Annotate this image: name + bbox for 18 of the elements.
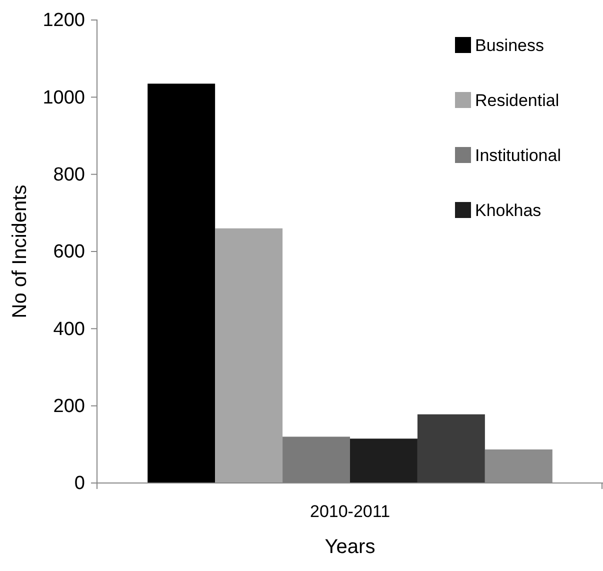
y-tick-label: 400 xyxy=(53,318,85,340)
y-tick-label: 1200 xyxy=(42,10,85,32)
legend-label: Khokhas xyxy=(475,201,542,220)
bar xyxy=(215,228,283,483)
y-tick-label: 1000 xyxy=(42,87,85,108)
y-axis-title: No of Incidents xyxy=(9,184,31,318)
legend-label: Residential xyxy=(475,91,560,110)
x-tick-label: 2010-2011 xyxy=(310,502,390,522)
legend-label: Institutional xyxy=(475,146,561,165)
y-tick-label: 600 xyxy=(53,242,85,263)
bar xyxy=(417,414,485,483)
y-tick-label: 200 xyxy=(53,396,85,417)
x-axis-title: Years xyxy=(324,536,376,558)
bar xyxy=(148,84,216,483)
y-tick-label: 0 xyxy=(74,473,85,494)
y-tick-label: 800 xyxy=(53,164,85,186)
legend-label: Business xyxy=(475,36,544,55)
bar xyxy=(350,438,418,483)
